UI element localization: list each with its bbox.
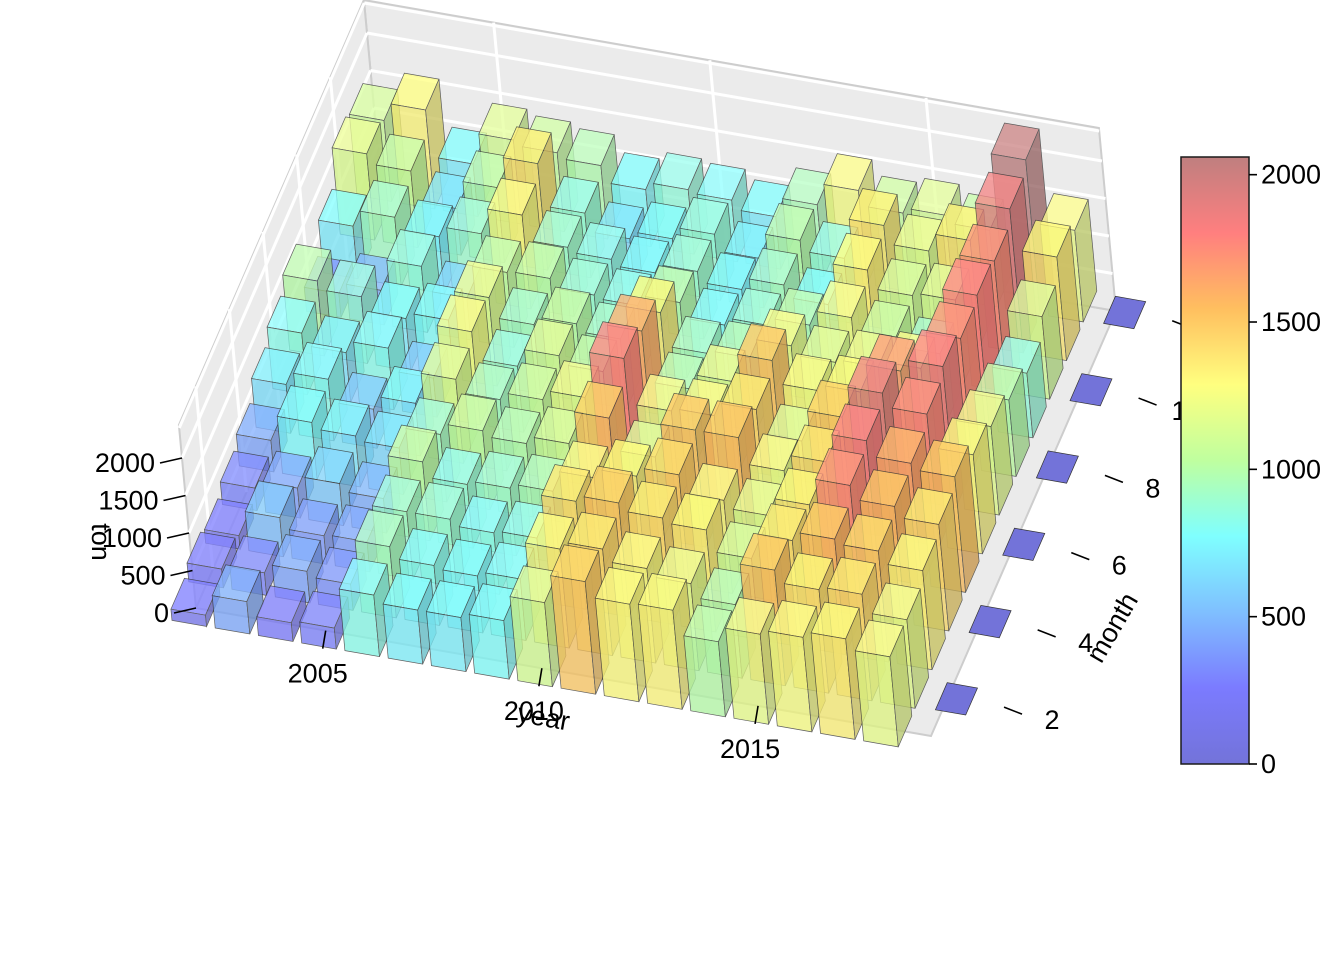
z-tick-label: 1000 bbox=[102, 523, 162, 553]
z-tick-mark bbox=[170, 569, 193, 577]
x-tick-label: 2010 bbox=[504, 696, 564, 726]
z-tick-mark bbox=[163, 494, 186, 502]
bar bbox=[256, 585, 307, 642]
bar bbox=[1069, 373, 1113, 407]
y-tick-label: 4 bbox=[1078, 628, 1093, 658]
z-tick-label: 1500 bbox=[98, 486, 158, 516]
x-tick-mark bbox=[754, 705, 759, 725]
z-tick-label: 500 bbox=[120, 561, 165, 591]
y-tick-mark bbox=[1071, 551, 1090, 561]
bar bbox=[1103, 295, 1147, 330]
side-wall-gridline bbox=[177, 2, 366, 429]
bar bbox=[211, 564, 264, 635]
x-tick-label: 2005 bbox=[288, 659, 348, 689]
back-wall-gridline bbox=[370, 69, 1106, 200]
z-tick-label: 0 bbox=[154, 598, 169, 628]
z-axis-title: ton bbox=[86, 523, 116, 561]
y-tick-mark bbox=[1003, 706, 1023, 715]
y-tick-mark bbox=[1037, 629, 1056, 638]
z-tick-mark bbox=[173, 607, 197, 614]
z-tick-label: 2000 bbox=[95, 448, 155, 478]
bar bbox=[1002, 527, 1046, 561]
colorbar-ticks: 0 500 1000 1500 2000 bbox=[1249, 160, 1321, 779]
y-tick-label: 8 bbox=[1145, 473, 1160, 503]
colorbar-swatch bbox=[1180, 156, 1250, 765]
bar bbox=[854, 619, 913, 748]
y-tick-label: 2 bbox=[1045, 705, 1060, 735]
colorbar-tick-label: 0 bbox=[1261, 749, 1276, 779]
y-tick-label: 6 bbox=[1112, 551, 1127, 581]
bar bbox=[968, 605, 1012, 639]
colorbar: 0 500 1000 1500 2000 bbox=[1180, 156, 1321, 779]
y-tick-mark bbox=[1138, 397, 1157, 406]
bar-group bbox=[170, 72, 1147, 748]
back-wall-gridline bbox=[366, 31, 1103, 163]
y-tick-mark bbox=[1104, 474, 1124, 484]
bar bbox=[1035, 450, 1079, 484]
x-tick-label: 2015 bbox=[720, 734, 780, 764]
z-tick-mark bbox=[166, 532, 190, 539]
x-tick-mark bbox=[538, 668, 543, 687]
colorbar-tick-label: 1500 bbox=[1261, 307, 1321, 337]
side-wall-gridline bbox=[180, 32, 369, 459]
bar bbox=[934, 682, 978, 716]
back-wall-gridline bbox=[363, 1, 1100, 133]
colorbar-tick-label: 500 bbox=[1261, 602, 1306, 632]
colorbar-tick-label: 1000 bbox=[1261, 454, 1321, 484]
x-tick-mark bbox=[321, 630, 327, 649]
colorbar-tick-label: 2000 bbox=[1261, 160, 1321, 190]
z-tick-mark bbox=[159, 457, 183, 464]
